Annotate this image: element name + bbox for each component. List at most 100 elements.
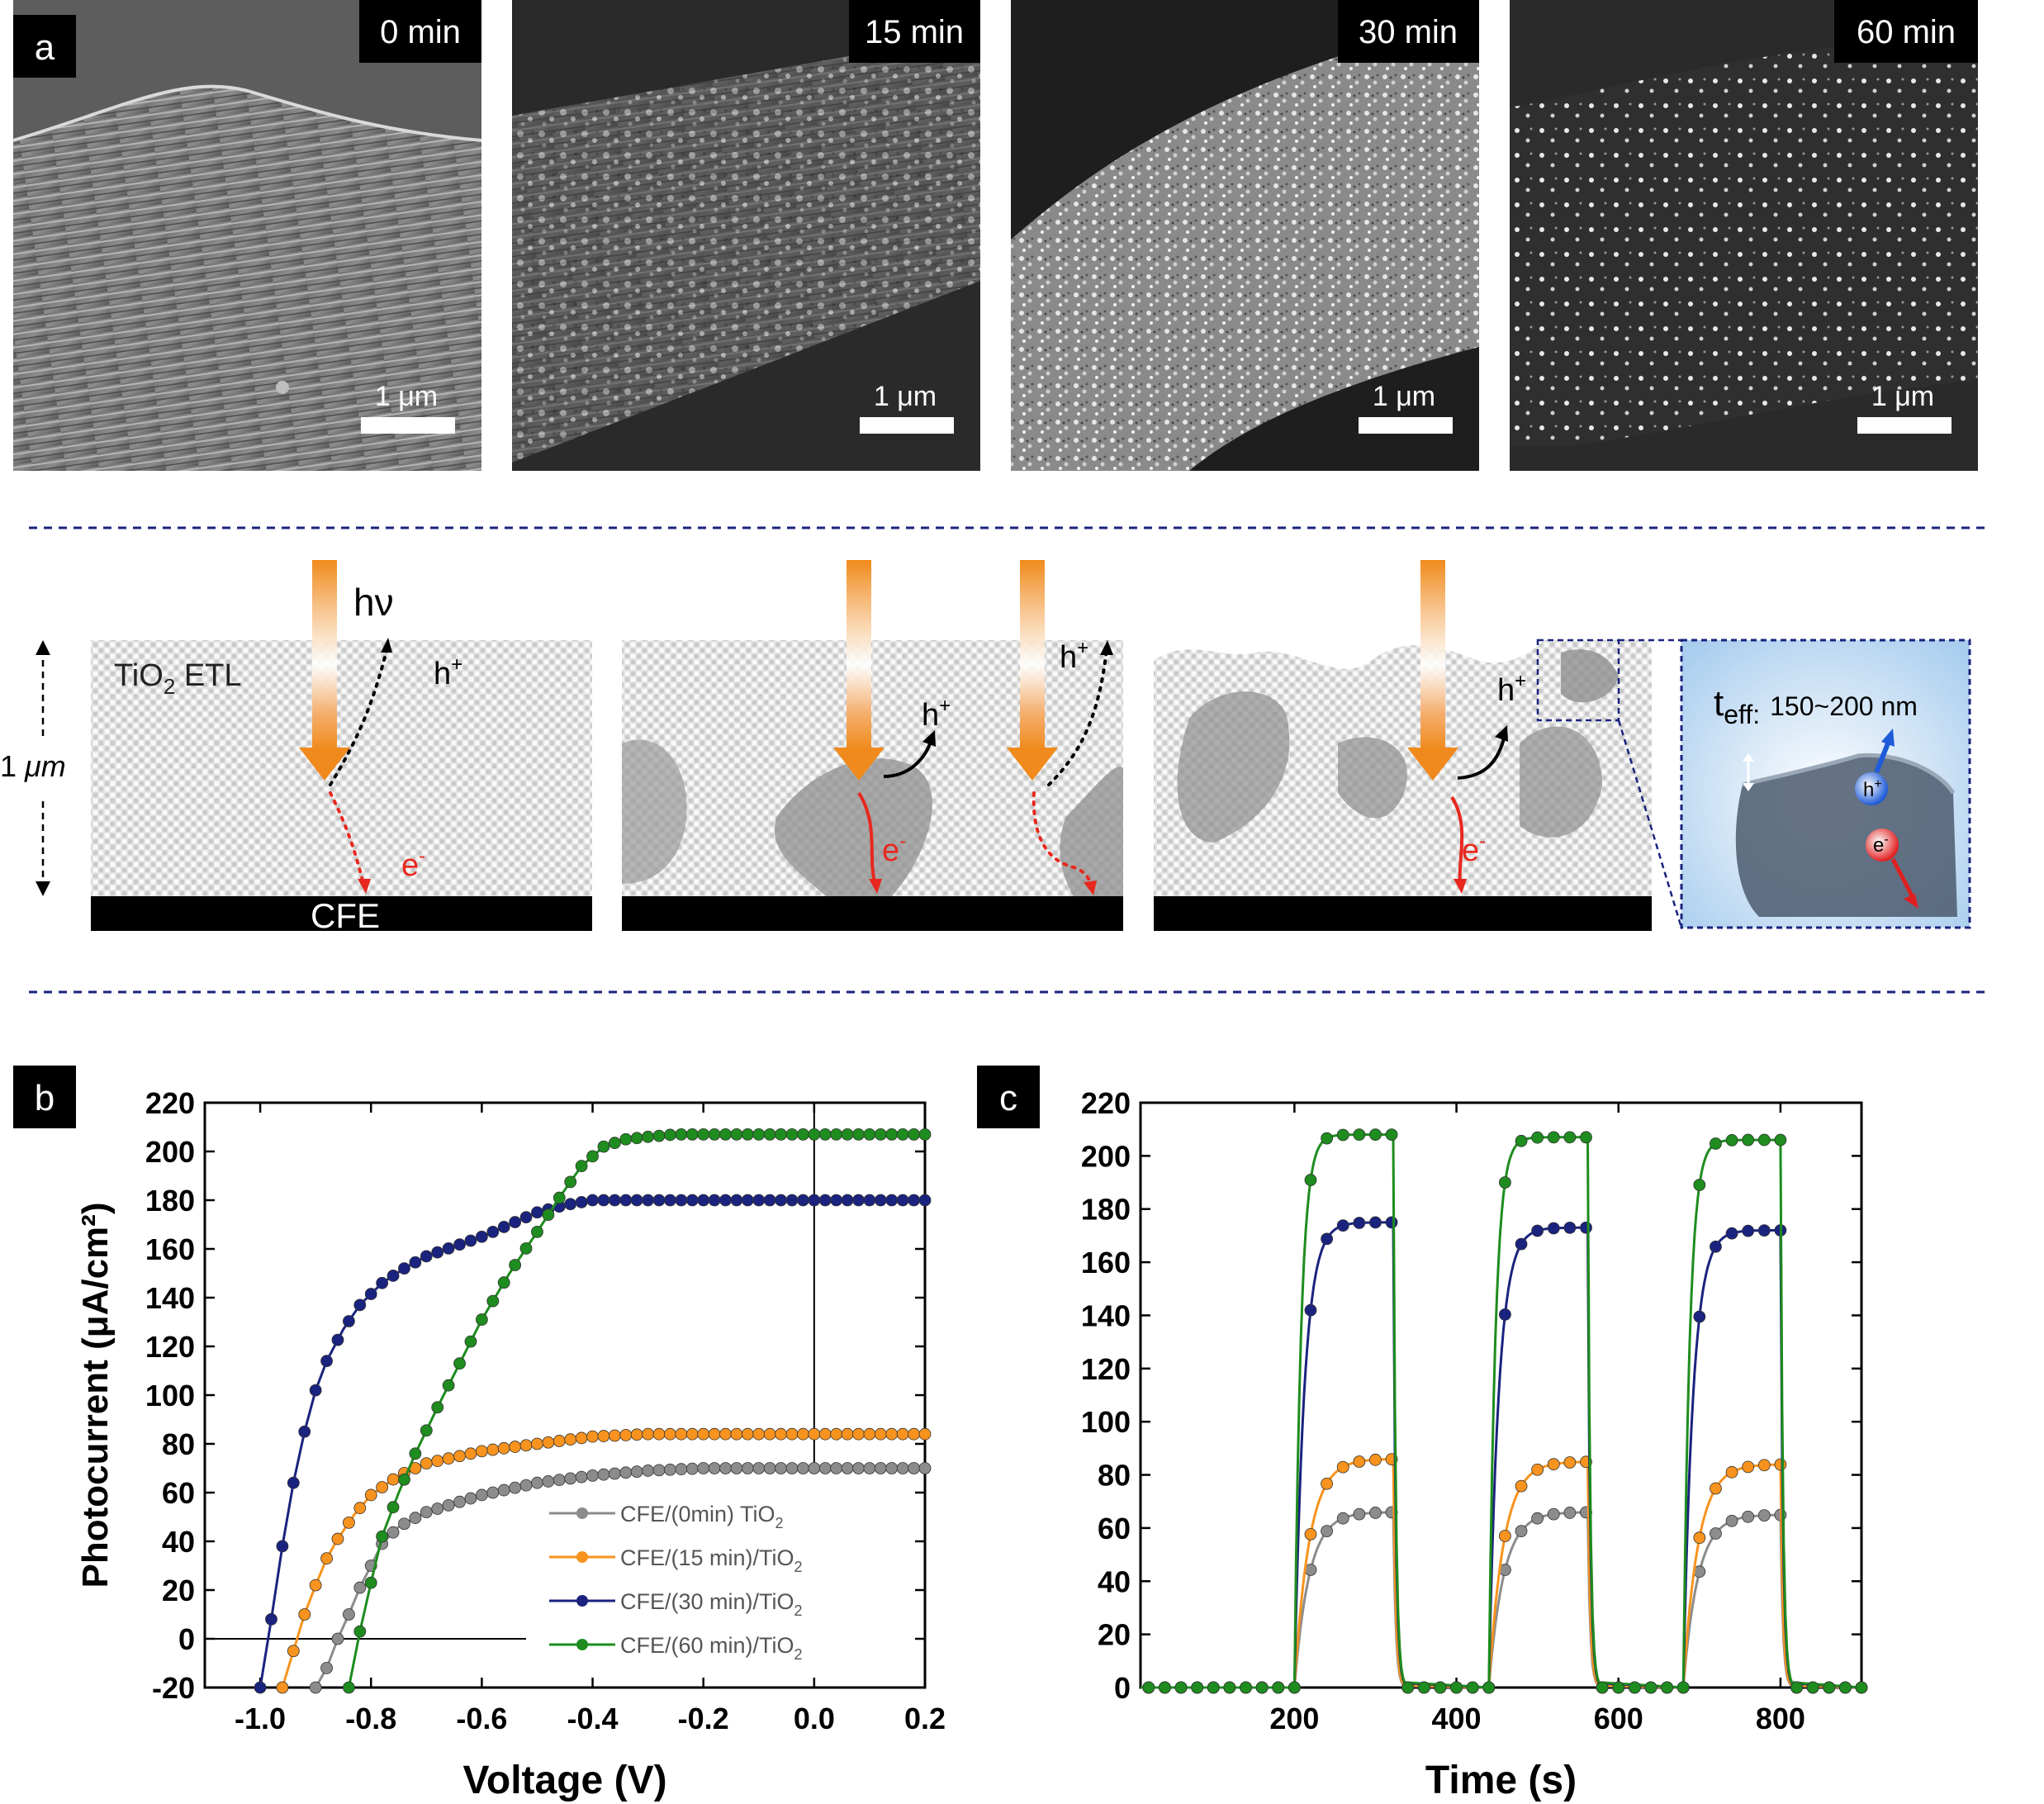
data-point [708,1194,721,1207]
data-point [608,1137,621,1150]
data-point [852,1194,865,1207]
time-label: 15 min [865,14,964,50]
data-point [652,1194,666,1207]
data-point [619,1132,633,1146]
data-point [1336,1512,1349,1525]
data-point [1499,1176,1511,1189]
data-point [608,1194,621,1207]
series-line [1141,1458,1862,1689]
data-point [1385,1216,1398,1229]
data-point [1531,1463,1544,1476]
data-point [575,1470,588,1484]
y-tick-label: 180 [145,1184,195,1218]
y-tick-label: 60 [1098,1512,1131,1545]
data-point [797,1462,809,1474]
data-point [885,1128,899,1141]
data-point [1336,1219,1349,1232]
data-point [1466,1681,1479,1694]
sem-30min-annotations: 30 min 1 μm [1338,0,1479,434]
data-point [1531,1131,1544,1144]
data-point [775,1462,787,1474]
x-tick-label: -0.4 [567,1702,619,1735]
data-point [818,1427,832,1441]
data-point [1321,1525,1334,1538]
data-point [1596,1681,1609,1694]
scale-bar [361,417,455,434]
data-point [1159,1681,1171,1694]
data-point [431,1455,444,1468]
data-point [597,1140,610,1153]
data-point [1353,1217,1366,1229]
data-point [1693,1310,1706,1323]
data-point [331,1333,344,1346]
tio2-etl-label: TiO2 ETL [114,658,242,699]
data-point [420,1424,433,1437]
x-tick-label: 600 [1594,1702,1643,1735]
data-point [1304,1174,1317,1186]
chart-c: 0 20 40 60 80 100 120 140 160 180 200 220 200 400 600 8… [1081,1086,1868,1802]
series-line [1141,1133,1862,1689]
y-tick-label: 220 [145,1086,195,1120]
data-point [298,1425,311,1438]
data-point [1790,1681,1803,1694]
data-point [642,1465,655,1477]
data-point [1321,1132,1334,1145]
data-point [586,1150,599,1163]
data-point [564,1175,577,1189]
data-point [1742,1224,1755,1237]
data-point [1710,1482,1722,1495]
data-point [685,1194,699,1207]
data-point [1515,1479,1528,1493]
data-point [719,1194,732,1207]
data-point [708,1128,721,1141]
data-point [1628,1681,1641,1694]
data-point [464,1234,477,1247]
data-point [619,1194,633,1207]
data-point [896,1194,909,1207]
data-point [741,1128,754,1141]
data-point [586,1469,599,1482]
data-point [874,1462,887,1474]
data-point [497,1221,510,1233]
zoom-box [1536,639,1620,722]
data-point [885,1194,899,1207]
scale-label: 1 μm [1373,381,1435,412]
data-point [675,1128,688,1141]
data-point [342,1681,355,1694]
legend-marker [576,1595,588,1607]
legend-entry: CFE/(60 min)/TiO2 [620,1633,803,1663]
data-point [342,1608,355,1621]
data-point [353,1502,367,1515]
data-point [1304,1303,1317,1317]
data-point [908,1128,920,1141]
series-line [258,1199,925,1688]
data-point [1353,1128,1366,1142]
x-tick-label: 800 [1756,1702,1805,1735]
data-point [874,1427,887,1441]
data-point [497,1484,510,1497]
data-point [1661,1681,1673,1694]
data-point [387,1473,400,1486]
data-point [1823,1681,1836,1694]
data-point [1515,1134,1528,1147]
data-point [808,1194,821,1207]
data-point [1742,1460,1755,1474]
data-point [387,1270,400,1282]
data-point [885,1427,899,1441]
svg-text:h+: h+ [1497,670,1526,708]
data-point [1288,1681,1301,1694]
hole-particle [1855,772,1888,805]
data-point [1693,1179,1706,1191]
thickness-label: 1 μm [0,749,66,783]
data-point [1272,1681,1285,1694]
data-point [353,1298,367,1312]
data-point [1401,1681,1415,1694]
hv-label: hν [353,581,394,624]
data-point [342,1516,355,1529]
data-point [1336,1128,1349,1142]
time-label: 0 min [380,14,461,50]
data-point [685,1128,699,1141]
data-point [664,1427,676,1441]
data-point [1174,1681,1188,1694]
data-point [442,1242,455,1255]
